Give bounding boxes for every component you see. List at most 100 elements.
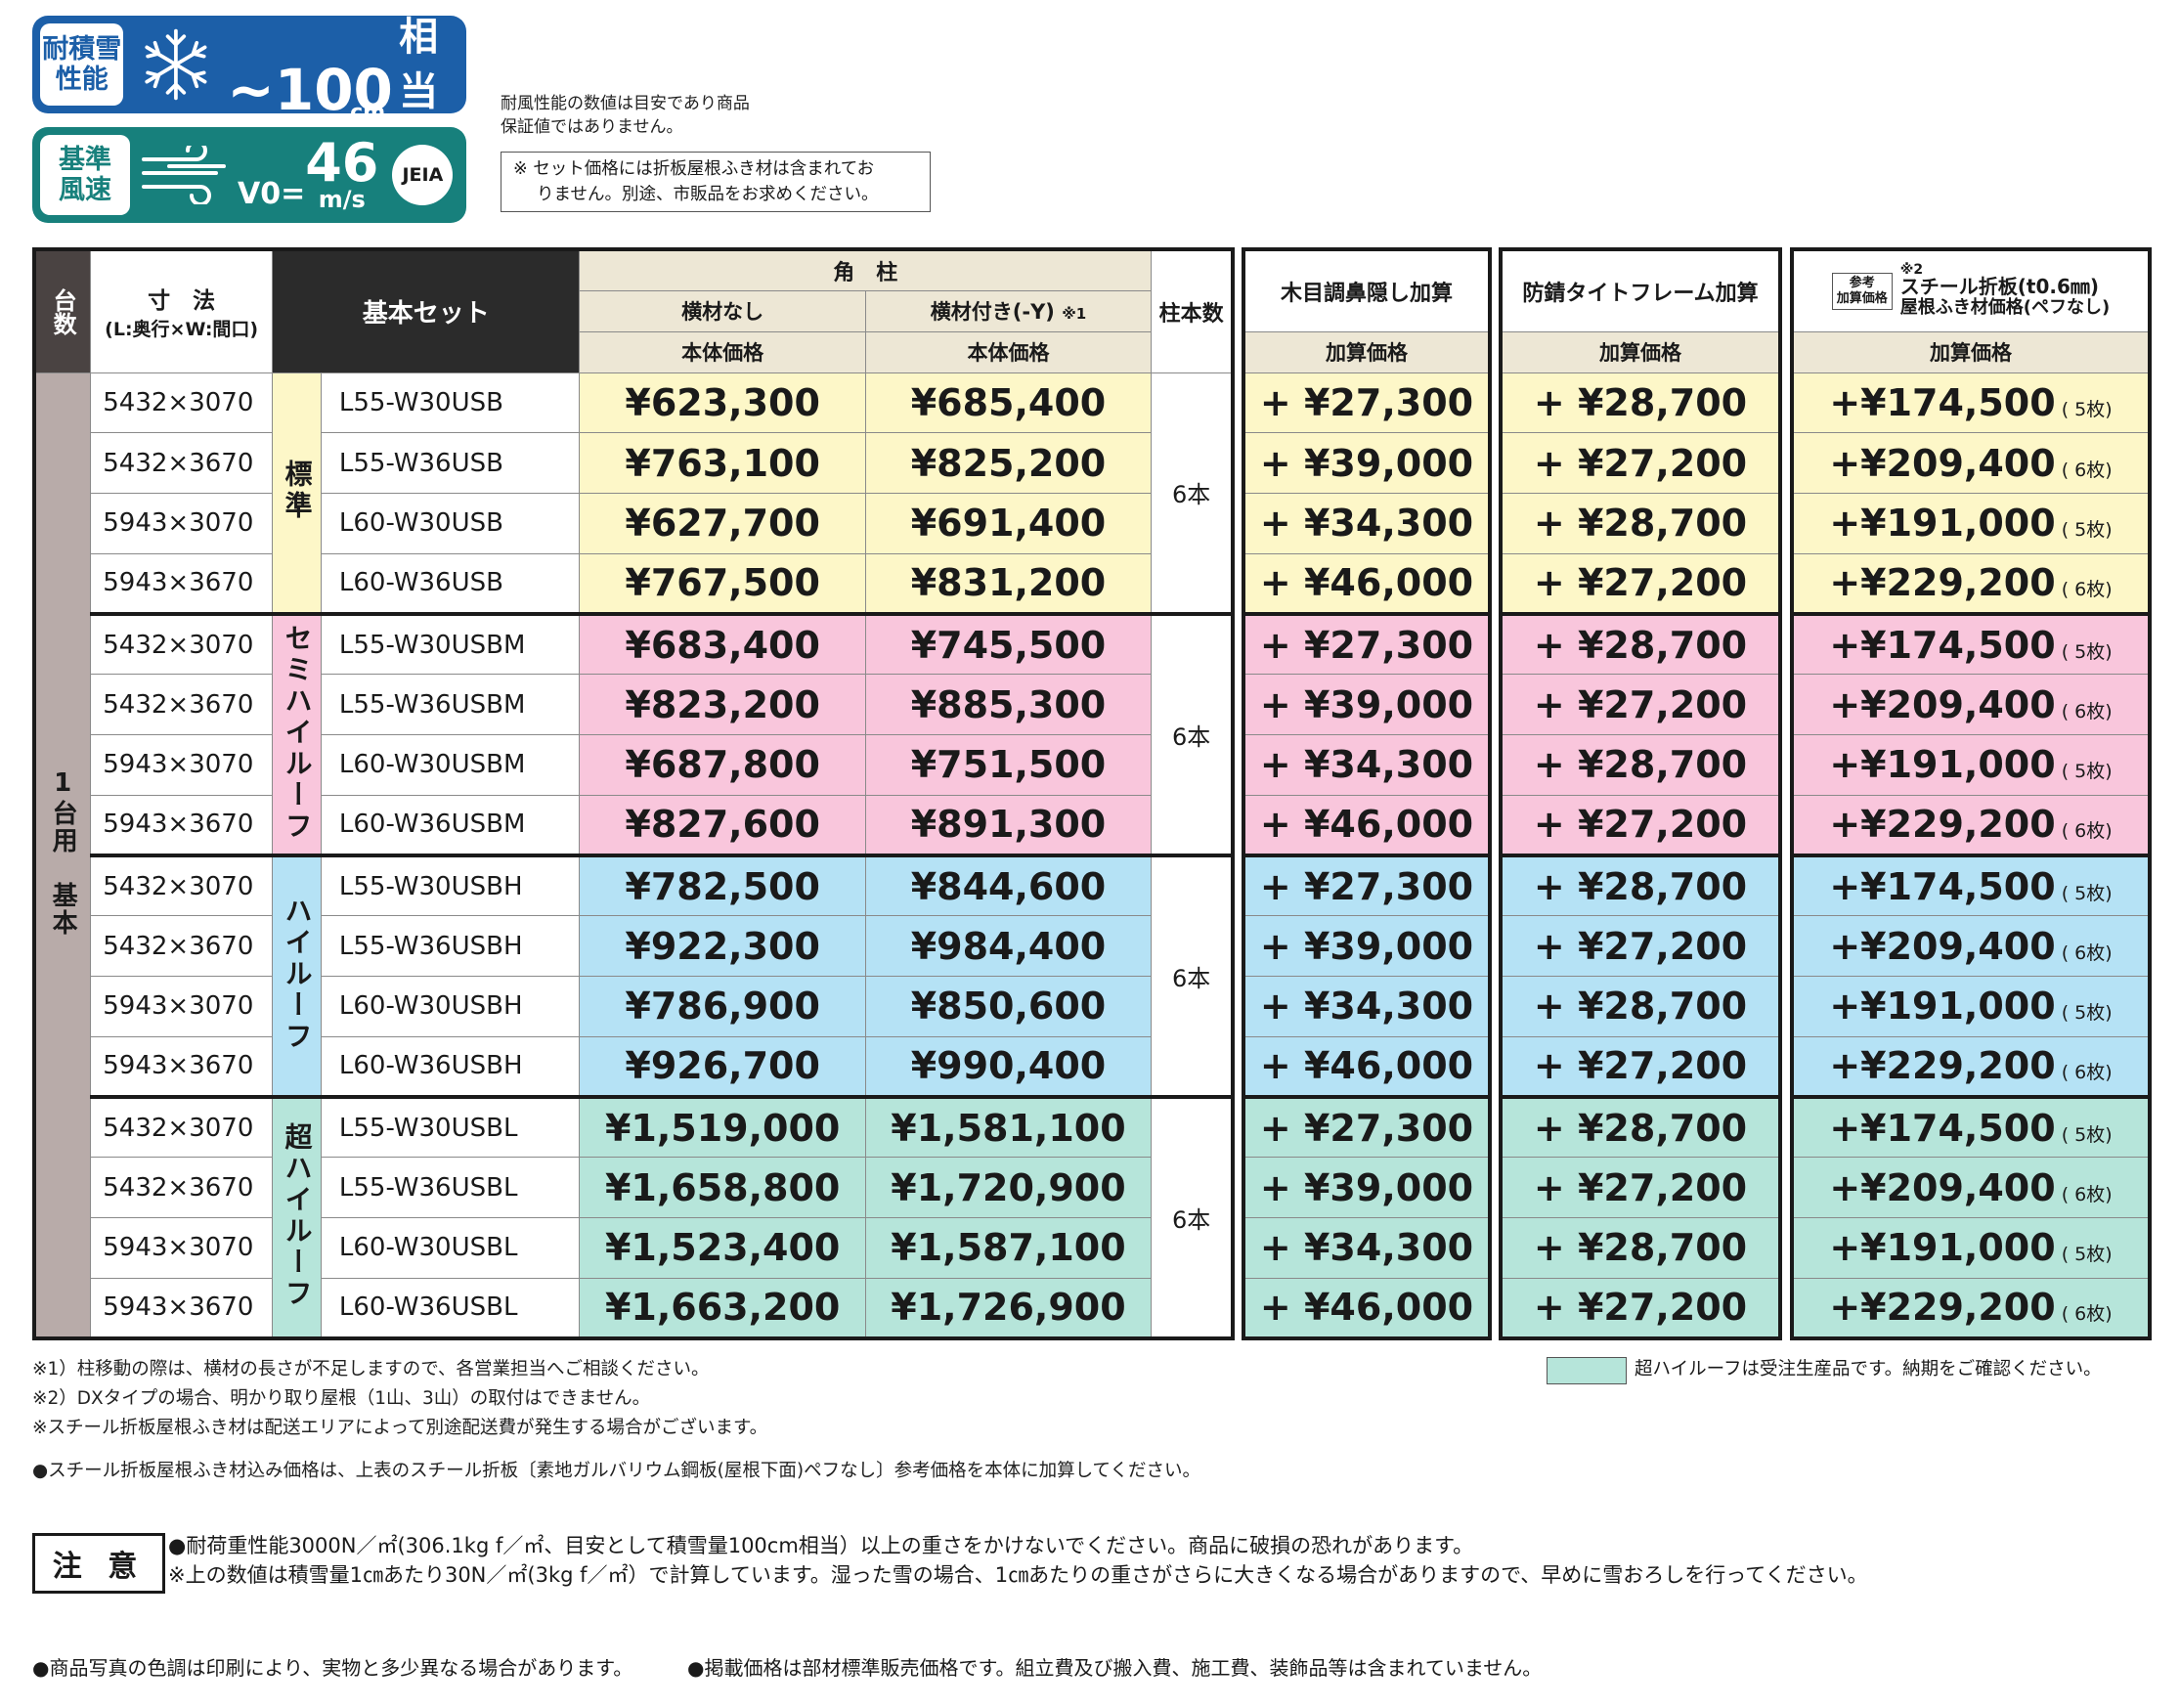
table-row: + ¥27,200 — [1500, 674, 1781, 735]
rust-add-price: + ¥27,200 — [1500, 552, 1781, 616]
sheet-qty: ( 6枚) — [2061, 1303, 2113, 1326]
table-row: 5943×3670 L60-W36USBL ¥1,663,200 ¥1,726,900 — [34, 1277, 1233, 1340]
group-label: 標準 — [272, 372, 322, 616]
steel-price: +¥174,500 — [1829, 1106, 2056, 1150]
steel-add-price: +¥174,500( 5枚) — [1791, 613, 2151, 676]
steel-add-price: +¥191,000( 5枚) — [1791, 976, 2151, 1037]
wood-add-price: + ¥39,000 — [1243, 674, 1491, 735]
steel-add-price: +¥191,000( 5枚) — [1791, 493, 2151, 554]
footnotes: ※1）柱移動の際は、横材の長さが不足しますので、各営業担当へご相談ください。 ※… — [32, 1355, 1200, 1486]
table-row: 5943×3670 L60-W36USBM ¥827,600 ¥891,300 — [34, 794, 1233, 857]
jeia-logo: JEIA — [392, 145, 454, 205]
model-code: L55-W30USBH — [320, 854, 581, 917]
table-row: +¥191,000( 5枚) — [1791, 734, 2151, 796]
rust-add-price: + ¥28,700 — [1500, 1217, 1781, 1279]
snow-load-unit: cm — [350, 101, 386, 125]
size-cell: 5943×3070 — [90, 734, 274, 796]
table-row: + ¥46,000 — [1243, 794, 1491, 857]
table-row: 5432×3670 L55-W36USBH ¥922,300 ¥984,400 — [34, 915, 1233, 977]
wood-add-price: + ¥34,300 — [1243, 734, 1491, 796]
sheet-qty: ( 5枚) — [2061, 882, 2113, 904]
wood-add-price: + ¥46,000 — [1243, 1035, 1491, 1099]
table-row: + ¥28,700 — [1500, 734, 1781, 796]
price-with-bar: ¥1,581,100 — [864, 1096, 1153, 1159]
size-cell: 5432×3070 — [90, 854, 274, 917]
sheet-qty: ( 5枚) — [2061, 640, 2113, 663]
posts-cell: 6本 — [1151, 854, 1234, 1099]
steel-add-price: +¥191,000( 5枚) — [1791, 1217, 2151, 1279]
table-row: 5432×3070 ハイルーフ L55-W30USBH ¥782,500 ¥844,60… — [34, 854, 1234, 1099]
size-cell: 5432×3670 — [90, 432, 274, 494]
group-label: ハイルーフ — [272, 854, 322, 1099]
rust-add-price: + ¥28,700 — [1500, 613, 1781, 676]
price-with-bar: ¥831,200 — [864, 552, 1153, 616]
sheet-qty: ( 6枚) — [2061, 579, 2113, 601]
steel-price: +¥209,400 — [1829, 682, 2056, 726]
table-row: +¥191,000( 5枚) — [1791, 976, 2151, 1037]
rust-add-price: + ¥27,200 — [1500, 794, 1781, 857]
wood-add-price: + ¥46,000 — [1243, 552, 1491, 616]
table-row: 5943×3070 L60-W30USB ¥627,700 ¥691,400 — [34, 493, 1233, 554]
legend-swatch — [1547, 1357, 1627, 1384]
rust-add-price: + ¥28,700 — [1500, 976, 1781, 1037]
wood-add-price: + ¥46,000 — [1243, 794, 1491, 857]
wood-add-price: + ¥34,300 — [1243, 1217, 1491, 1279]
model-code: L60-W30USBM — [320, 734, 581, 796]
table-row: 5943×3670 L60-W36USB ¥767,500 ¥831,200 — [34, 552, 1233, 616]
main-price-table: 台数 寸 法 (L:奥行×W:間口) 基本セット 角 柱 柱本数 横材なし 横材付… — [32, 247, 1235, 1340]
steel-add-price: +¥174,500( 5枚) — [1791, 372, 2151, 434]
table-row: +¥174,500( 5枚) — [1791, 372, 2151, 434]
steel-price: +¥174,500 — [1829, 380, 2056, 424]
table-row: +¥174,500( 5枚) — [1791, 854, 2151, 917]
price-with-bar: ¥825,200 — [864, 432, 1153, 494]
table-row: +¥209,400( 6枚) — [1791, 915, 2151, 977]
price-with-bar: ¥1,720,900 — [864, 1157, 1153, 1218]
table-row: + ¥34,300 — [1243, 1217, 1491, 1279]
no-bar-header: 横材なし — [579, 289, 866, 332]
model-code: L55-W36USBL — [320, 1157, 581, 1218]
price-no-bar: ¥926,700 — [579, 1035, 866, 1099]
steel-price: +¥209,400 — [1829, 1165, 2056, 1209]
steel-header: 参考 加算価格 ※2 スチール折板(t0.6㎜) 屋根ふき材価格(ペフなし) — [1791, 248, 2151, 332]
wood-add-price-header: 加算価格 — [1243, 330, 1491, 373]
sheet-qty: ( 5枚) — [2061, 1123, 2113, 1146]
table-row: + ¥34,300 — [1243, 493, 1491, 554]
price-no-bar: ¥683,400 — [579, 613, 866, 676]
table-row: 5432×3070 超ハイルーフ L55-W30USBL ¥1,519,000 ¥1,5… — [34, 1096, 1234, 1339]
steel-price: +¥191,000 — [1829, 502, 2056, 546]
table-row: +¥229,200( 6枚) — [1791, 1277, 2151, 1340]
steel-price: +¥229,200 — [1829, 1286, 2056, 1330]
body-price-header-2: 本体価格 — [864, 330, 1153, 373]
table-row: + ¥27,200 — [1500, 432, 1781, 494]
set-price-note: ※ セット価格には折板屋根ふき材は含まれてお りません。別途、市販品をお求めくださ… — [501, 152, 931, 212]
sheet-qty: ( 5枚) — [2061, 398, 2113, 420]
footnote-3: ※スチール折板屋根ふき材は配送エリアによって別途配送費が発生する場合がございます… — [32, 1418, 768, 1438]
price-with-bar: ¥685,400 — [864, 372, 1153, 434]
price-no-bar: ¥687,800 — [579, 734, 866, 796]
price-with-bar: ¥1,587,100 — [864, 1217, 1153, 1279]
wood-add-price: + ¥46,000 — [1243, 1277, 1491, 1340]
steel-add-price: +¥229,200( 6枚) — [1791, 1035, 2151, 1099]
steel-price: +¥229,200 — [1829, 1044, 2056, 1088]
steel-price: +¥174,500 — [1829, 623, 2056, 667]
table-row: 5432×3670 L55-W36USB ¥763,100 ¥825,200 — [34, 432, 1233, 494]
table-row: + ¥39,000 — [1243, 674, 1491, 735]
steel-price: +¥209,400 — [1829, 441, 2056, 485]
table-row: + ¥27,300 — [1243, 372, 1491, 434]
table-row: + ¥46,000 — [1243, 1035, 1491, 1099]
snow-load-suffix: 相当 — [399, 15, 439, 114]
price-with-bar: ¥745,500 — [864, 613, 1153, 676]
model-code: L60-W36USB — [320, 552, 581, 616]
posts-cell: 6本 — [1151, 1096, 1234, 1339]
posts-cell: 6本 — [1151, 613, 1234, 857]
rust-add-price: + ¥27,200 — [1500, 1157, 1781, 1218]
model-code: L55-W36USBH — [320, 915, 581, 977]
table-row: + ¥46,000 — [1243, 1277, 1491, 1340]
size-cell: 5432×3070 — [90, 372, 274, 434]
table-row: +¥209,400( 6枚) — [1791, 1157, 2151, 1218]
model-code: L55-W30USBL — [320, 1096, 581, 1159]
bottom-note-1: ●商品写真の色調は印刷により、実物と多少異なる場合があります。 — [32, 1656, 633, 1680]
size-cell: 5432×3070 — [90, 613, 274, 676]
model-code: L60-W30USB — [320, 493, 581, 554]
price-no-bar: ¥823,200 — [579, 674, 866, 735]
